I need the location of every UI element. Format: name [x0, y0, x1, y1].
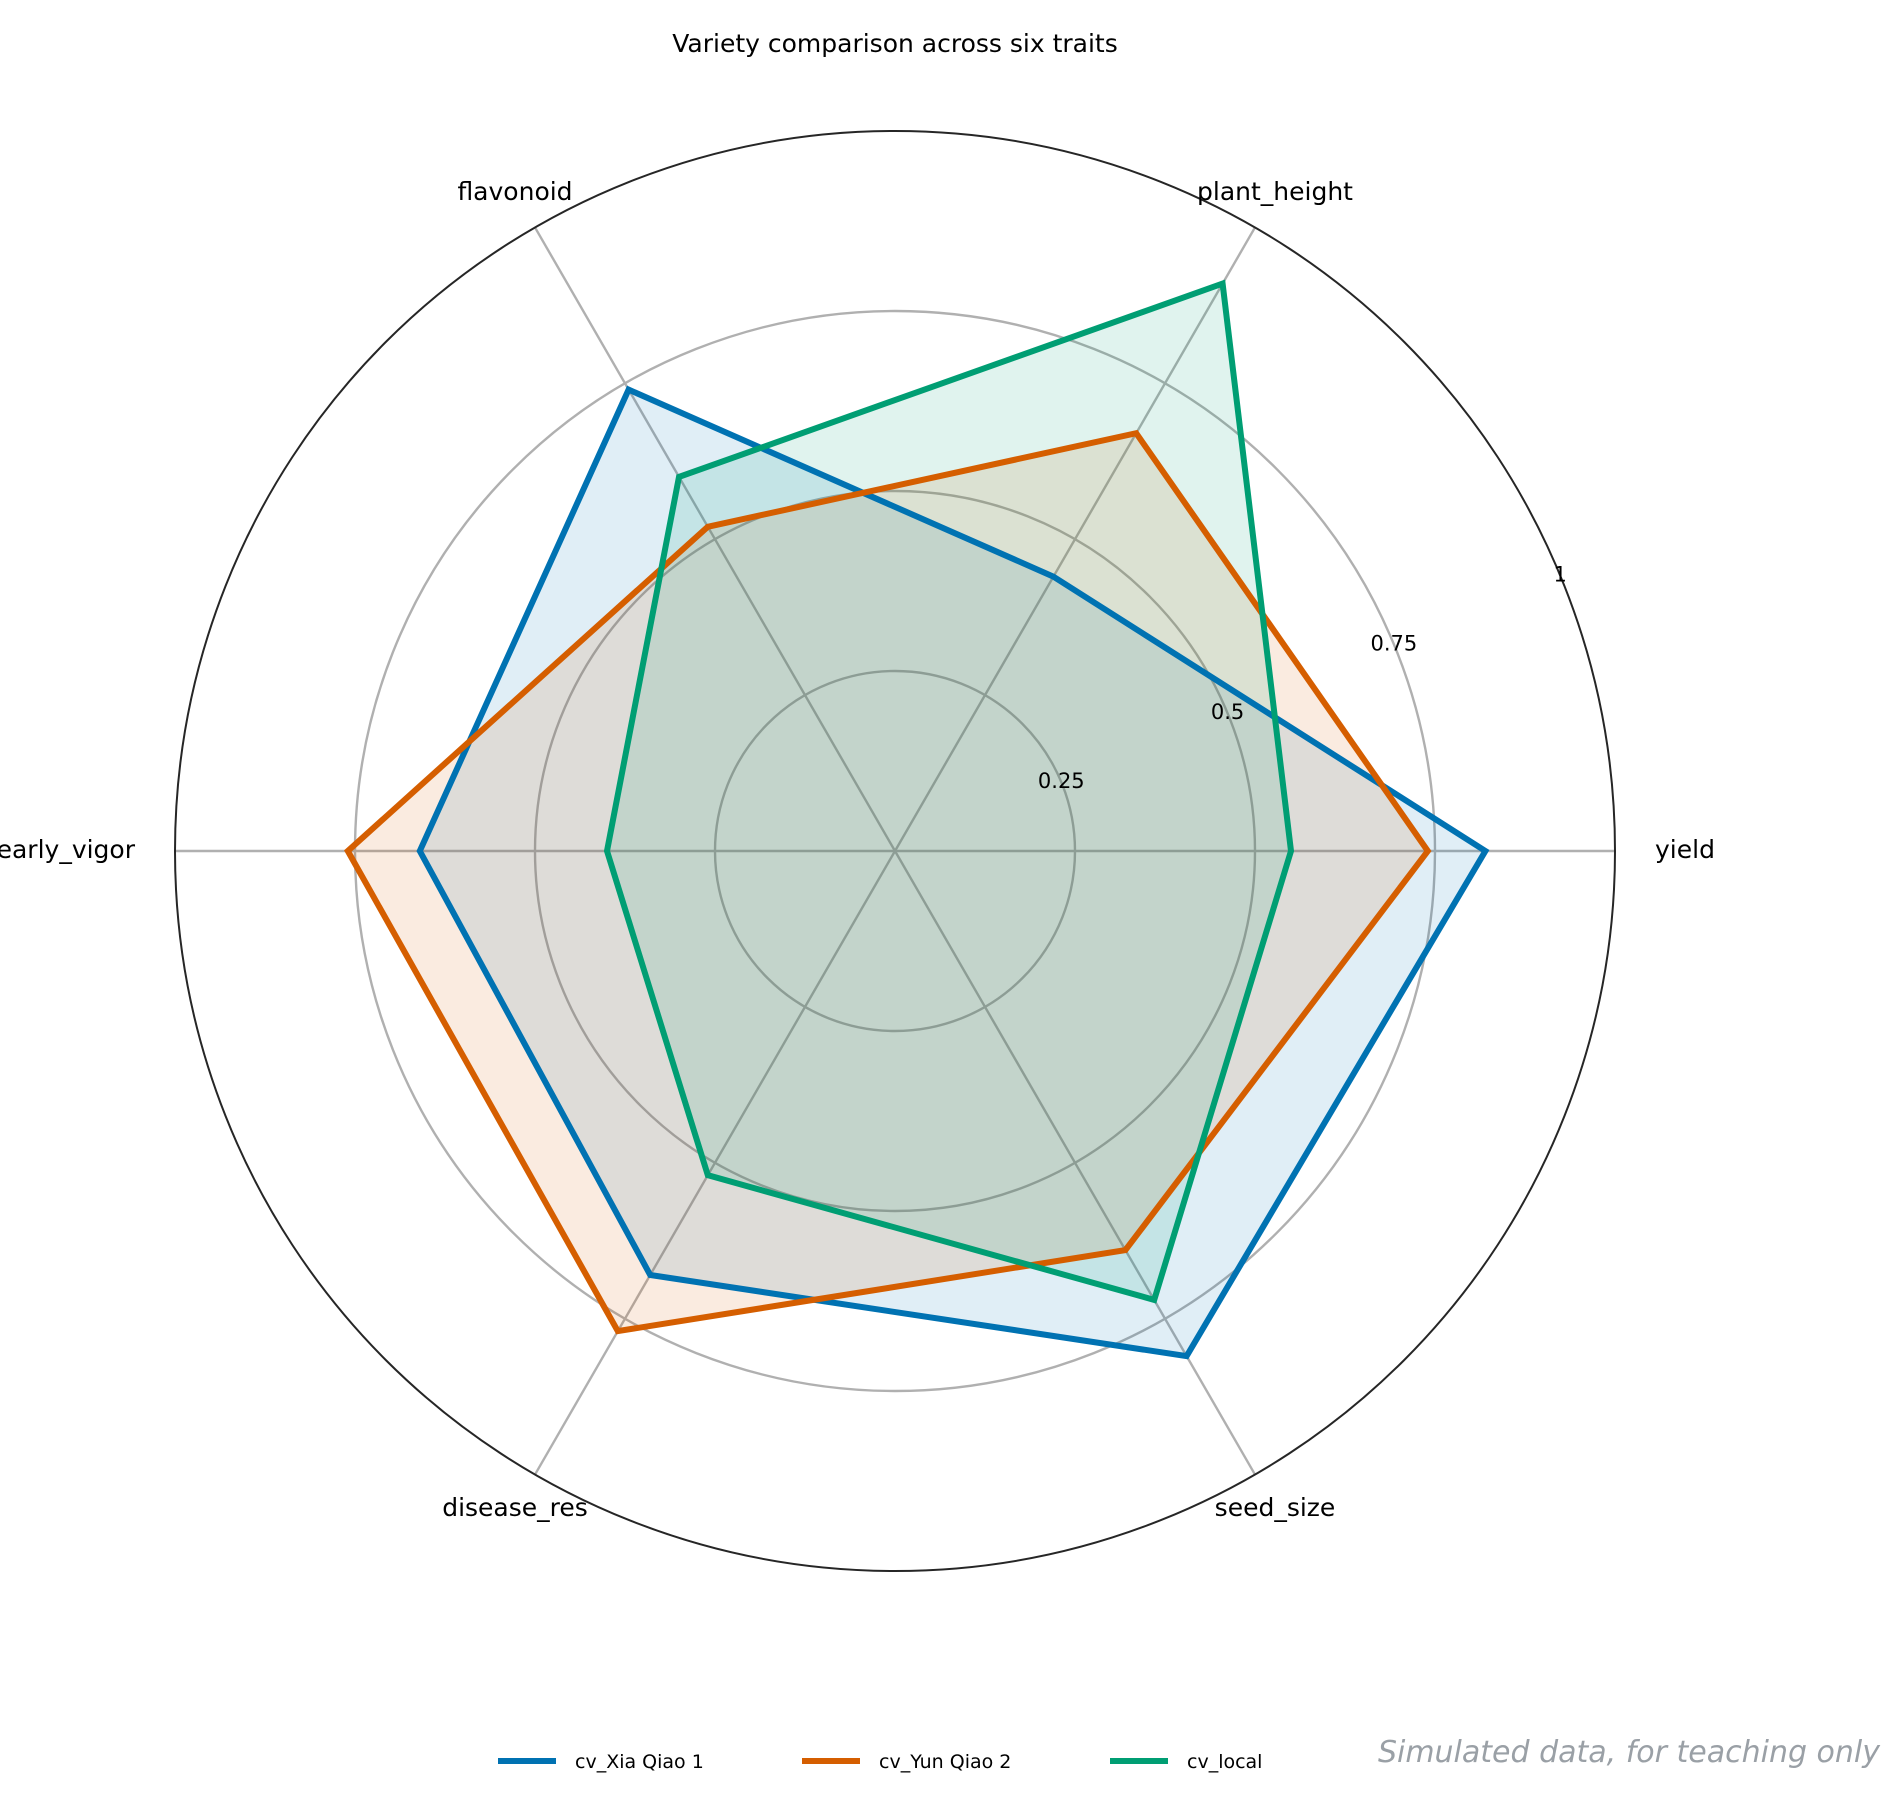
series-line-2	[603, 279, 1295, 1304]
r-tick-label-2: 0.75	[1371, 631, 1418, 655]
axis-labels: yield plant_height flavonoid early_vigordis…	[0, 177, 1715, 1522]
spoke-disease_res	[533, 850, 897, 1476]
radial-tick-labels: 0.25 0.5 0.75 1	[1038, 563, 1567, 794]
legend-label-1: cv_Yun Qiao 2	[879, 1751, 1011, 1773]
axis-label-disease_res: disease_res	[442, 1493, 588, 1522]
axis-label-plant_height: plant_height	[1197, 177, 1353, 206]
footnote-text: Simulated data, for teaching only	[1378, 1735, 1881, 1770]
axis-label-flavonoid: flavonoid	[457, 177, 572, 206]
chart-title: Variety comparison across six traits	[672, 29, 1118, 58]
r-tick-label-0: 0.25	[1038, 769, 1085, 793]
axis-label-yield: yield	[1655, 835, 1715, 864]
r-tick-label-1: 0.5	[1211, 700, 1244, 724]
r-tick-label-3: 1	[1554, 563, 1567, 587]
series-fill-2	[607, 283, 1291, 1300]
legend-label-2: cv_local	[1187, 1751, 1262, 1773]
outer-frame	[174, 130, 1616, 1572]
radar-series	[344, 279, 1490, 1360]
legend: cv_Xia Qiao 1 cv_Yun Qiao 2 cv_local	[498, 1751, 1262, 1773]
series-fill-1	[347, 433, 1428, 1332]
radar-grid	[174, 130, 1616, 1572]
series-line-1	[344, 429, 1432, 1335]
series-line-0	[416, 385, 1490, 1360]
spoke-flavonoid	[533, 226, 897, 852]
legend-label-0: cv_Xia Qiao 1	[575, 1751, 704, 1773]
spoke-seed_size	[893, 850, 1257, 1476]
axis-label-early_vigor: early_vigor	[0, 835, 136, 864]
axis-label-seed_size: seed_size	[1215, 1493, 1336, 1522]
spoke-plant_height	[893, 226, 1257, 852]
